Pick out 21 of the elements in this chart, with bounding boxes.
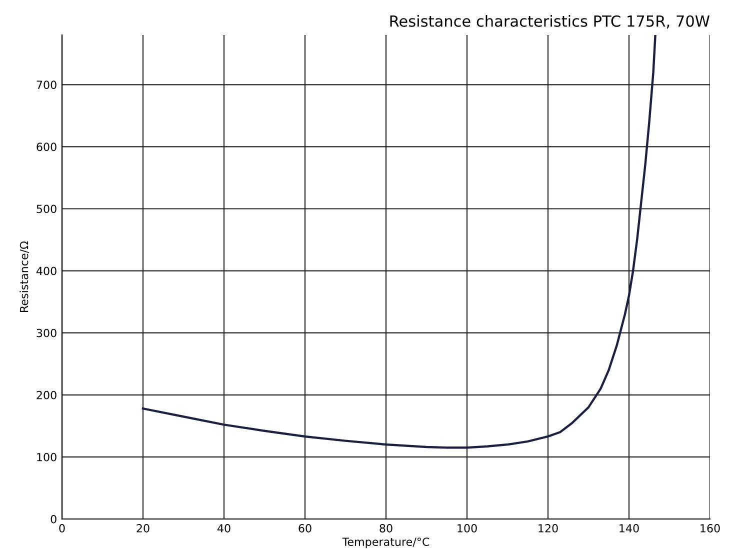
y-tick-label: 600 — [36, 142, 56, 152]
y-tick-label: 0 — [50, 514, 56, 524]
line-series — [142, 35, 656, 449]
x-tick-label: 0 — [59, 524, 65, 532]
x-tick-label: 160 — [700, 524, 720, 532]
chart-title: Resistance characteristics PTC 175R, 70W — [390, 15, 710, 28]
x-tick-label: 120 — [538, 524, 558, 532]
x-tick-label: 80 — [380, 524, 392, 532]
y-tick-label: 300 — [36, 328, 56, 338]
y-tick-label: 500 — [36, 204, 56, 214]
y-tick-label: 200 — [36, 390, 56, 400]
y-axis-title: Resistance/Ω — [20, 241, 30, 312]
x-axis-title: Temperature/°C — [342, 538, 430, 548]
x-tick-label: 60 — [298, 524, 312, 532]
x-tick-label: 20 — [136, 524, 150, 532]
y-tick-label: 400 — [36, 266, 56, 276]
x-tick-label: 140 — [620, 524, 639, 532]
x-tick-label: 40 — [217, 524, 230, 532]
y-tick-label: 700 — [36, 80, 56, 90]
y-tick-label: 100 — [37, 452, 56, 462]
x-tick-label: 100 — [458, 524, 477, 532]
